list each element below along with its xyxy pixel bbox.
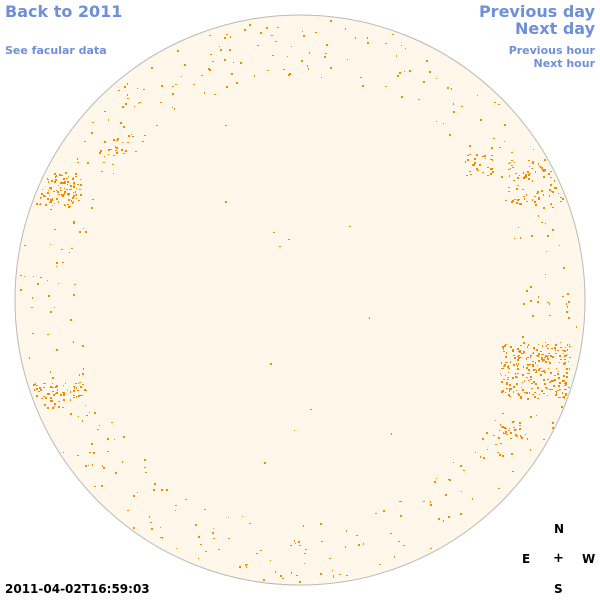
compass-center-icon: + xyxy=(553,551,564,566)
compass-north: N xyxy=(554,522,565,536)
solar-disk xyxy=(14,14,586,586)
previous-hour-link[interactable]: Previous hour xyxy=(508,44,595,57)
next-hour-link[interactable]: Next hour xyxy=(533,57,596,70)
compass-west: W xyxy=(582,552,596,566)
compass-east: E xyxy=(522,552,531,566)
faculae-layer xyxy=(20,20,577,583)
observation-timestamp: 2011-04-02T16:59:03 xyxy=(5,582,150,596)
previous-day-link[interactable]: Previous day xyxy=(478,2,595,21)
back-to-year-link[interactable]: Back to 2011 xyxy=(5,2,123,21)
compass-south: S xyxy=(554,582,563,596)
next-day-link[interactable]: Next day xyxy=(515,19,595,38)
see-facular-data-link[interactable]: See facular data xyxy=(5,44,107,57)
